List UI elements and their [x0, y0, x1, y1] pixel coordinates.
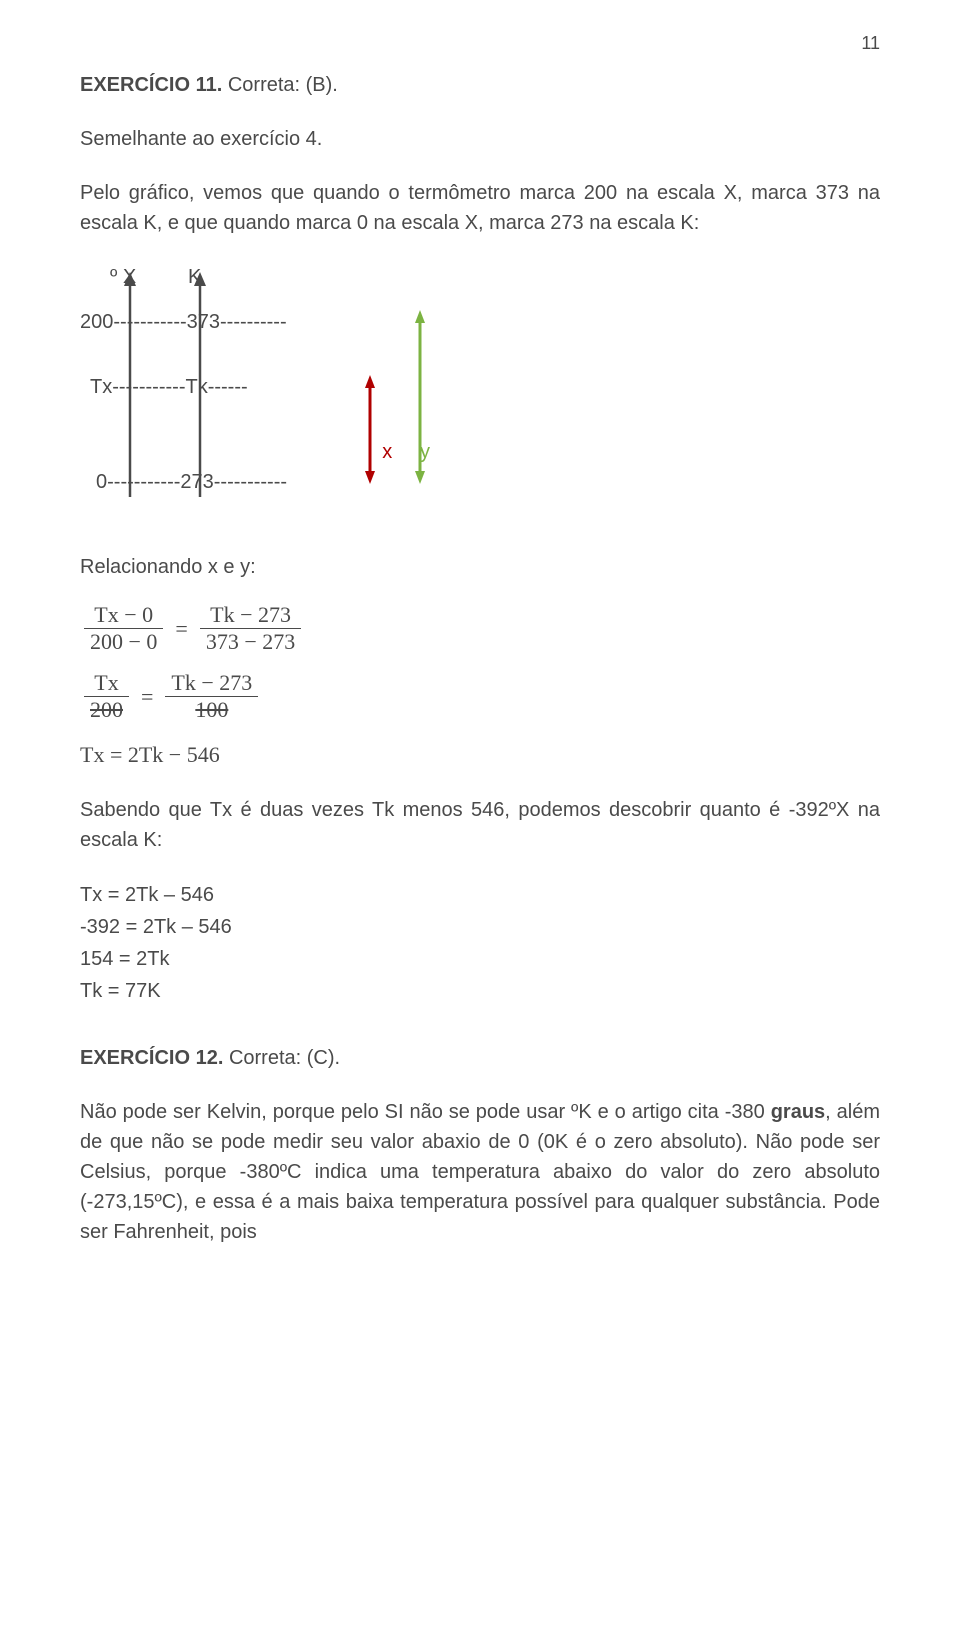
eq2-frac1: Tx 200 [84, 670, 129, 724]
calc-line: Tx = 2Tk – 546 [80, 879, 880, 911]
diagram-x-label: x [382, 441, 392, 463]
ex12-bold-graus: graus [771, 1101, 825, 1123]
page-number: 11 [861, 30, 880, 57]
relating-text: Relacionando x e y: [80, 552, 880, 582]
diagram-label-x: º X [110, 262, 136, 292]
eq1-frac1: Tx − 0 200 − 0 [84, 602, 163, 656]
sabendo-text: Sabendo que Tx é duas vezes Tk menos 546… [80, 795, 880, 855]
calc-line: Tk = 77K [80, 975, 880, 1007]
calc-line: -392 = 2Tk – 546 [80, 911, 880, 943]
equation-3: Tx = 2Tk − 546 [80, 738, 880, 771]
diagram-row3: 0-----------273----------- [96, 467, 287, 497]
exercise-11-title-bold: EXERCÍCIO 11. [80, 74, 222, 96]
diagram-y-label: y [420, 441, 430, 463]
calc-line: 154 = 2Tk [80, 943, 880, 975]
exercise-12-title-bold: EXERCÍCIO 12. [80, 1047, 223, 1069]
thermometer-diagram: º X K 200-----------373---------- Tx----… [80, 262, 880, 522]
exercise-12-title: EXERCÍCIO 12. Correta: (C). [80, 1043, 880, 1073]
eq1-frac2: Tk − 273 373 − 273 [200, 602, 301, 656]
calc-lines: Tx = 2Tk – 546 -392 = 2Tk – 546 154 = 2T… [80, 879, 880, 1007]
equation-1: Tx − 0 200 − 0 = Tk − 273 373 − 273 [80, 602, 880, 656]
diagram-row1: 200-----------373---------- [80, 307, 287, 337]
ex12-para: Não pode ser Kelvin, porque pelo SI não … [80, 1097, 880, 1247]
equation-2: Tx 200 = Tk − 273 100 [80, 670, 880, 724]
exercise-12-title-rest: Correta: (C). [223, 1047, 340, 1069]
exercise-11-title-rest: Correta: (B). [222, 74, 338, 96]
ex11-desc: Pelo gráfico, vemos que quando o termôme… [80, 178, 880, 238]
diagram-xy: x y [360, 407, 430, 497]
diagram-label-k: K [188, 262, 201, 292]
ex11-intro: Semelhante ao exercício 4. [80, 124, 880, 154]
eq2-frac2: Tk − 273 100 [165, 670, 258, 724]
exercise-11-title: EXERCÍCIO 11. Correta: (B). [80, 70, 880, 100]
diagram-row2: Tx-----------Tk------ [90, 372, 248, 402]
